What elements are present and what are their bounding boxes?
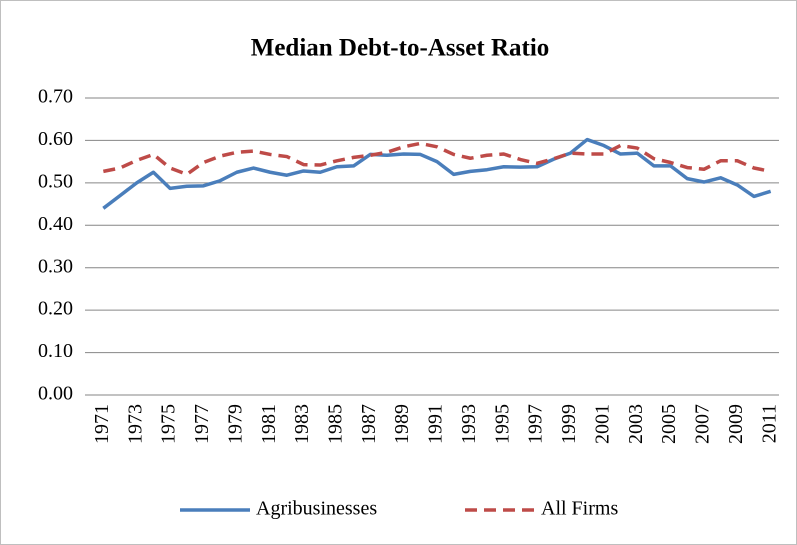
y-tick-label: 0.50 bbox=[38, 170, 73, 192]
chart-title: Median Debt-to-Asset Ratio bbox=[251, 35, 550, 62]
x-tick-label: 1971 bbox=[91, 404, 113, 444]
x-tick-label: 2003 bbox=[625, 404, 647, 444]
x-tick-label: 1977 bbox=[191, 404, 213, 444]
x-tick-label: 1975 bbox=[158, 404, 180, 444]
x-tick-label: 2009 bbox=[725, 404, 747, 444]
x-tick-label: 1987 bbox=[358, 404, 380, 444]
legend-label: Agribusinesses bbox=[256, 498, 377, 520]
x-tick-label: 2001 bbox=[591, 404, 613, 444]
x-tick-label: 1997 bbox=[525, 404, 547, 444]
x-tick-label: 1981 bbox=[258, 404, 280, 444]
y-tick-label: 0.20 bbox=[38, 298, 73, 320]
series-line bbox=[102, 141, 772, 177]
x-tick-label: 2005 bbox=[658, 404, 680, 444]
x-tick-label: 1999 bbox=[558, 404, 580, 444]
y-tick-label: 0.40 bbox=[38, 213, 73, 235]
x-tick-label: 2011 bbox=[758, 404, 780, 443]
x-tick-label: 1983 bbox=[291, 404, 313, 444]
x-tick-label: 1991 bbox=[425, 404, 447, 444]
x-tick-label: 1973 bbox=[124, 404, 146, 444]
y-tick-label: 0.10 bbox=[38, 340, 73, 362]
legend-label: All Firms bbox=[541, 498, 618, 520]
x-tick-label: 2007 bbox=[692, 404, 714, 444]
x-tick-label: 1995 bbox=[491, 404, 513, 444]
x-tick-label: 1989 bbox=[391, 404, 413, 444]
series-line bbox=[102, 137, 772, 210]
y-tick-label: 0.60 bbox=[38, 128, 73, 150]
x-tick-label: 1985 bbox=[324, 404, 346, 444]
x-tick-label: 1993 bbox=[458, 404, 480, 444]
x-tick-label: 1979 bbox=[224, 404, 246, 444]
y-tick-label: 0.30 bbox=[38, 255, 73, 277]
y-tick-label: 0.00 bbox=[38, 383, 73, 405]
y-tick-label: 0.70 bbox=[38, 86, 73, 108]
